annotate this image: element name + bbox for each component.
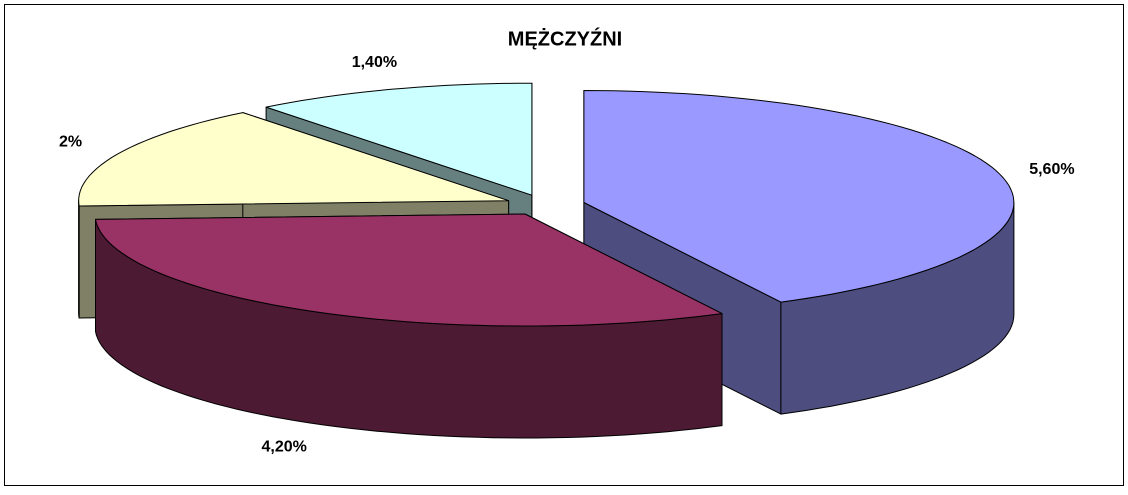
data-label: 2% [59, 134, 82, 151]
data-label: 5,60% [1029, 161, 1074, 178]
data-label: 1,40% [352, 54, 397, 71]
slice [265, 82, 533, 196]
data-label: 4,20% [262, 438, 307, 455]
slice [95, 213, 723, 327]
slice [78, 112, 510, 207]
slice-side [78, 200, 80, 319]
chart-title: MĘŻCZYŹNI [508, 27, 622, 50]
slice [583, 90, 1015, 303]
